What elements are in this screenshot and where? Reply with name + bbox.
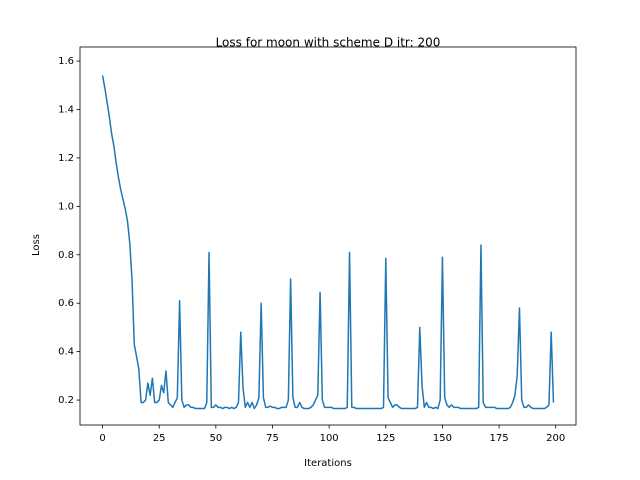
y-tick-label: 1.4 [58, 104, 74, 115]
y-axis-label: Loss [31, 234, 42, 256]
x-tick-label: 100 [320, 433, 339, 444]
x-tick-label: 75 [266, 433, 279, 444]
loss-line [101, 75, 555, 410]
x-tick-label: 175 [490, 433, 509, 444]
chart-title: Loss for moon with scheme D itr: 200 [216, 36, 441, 50]
y-tick-label: 1.2 [58, 153, 74, 164]
x-tick-label: 150 [433, 433, 452, 444]
y-tick-label: 0.6 [58, 298, 74, 309]
x-tick-label: 200 [546, 433, 565, 444]
y-tick-label: 0.2 [58, 395, 74, 406]
y-tick-label: 1.0 [58, 201, 74, 212]
plot-frame [79, 46, 577, 426]
x-tick-label: 50 [209, 433, 222, 444]
x-axis-label: Iterations [304, 458, 352, 469]
x-tick-label: 125 [376, 433, 395, 444]
y-tick-label: 1.6 [58, 56, 74, 67]
x-tick-label: 0 [99, 433, 105, 444]
y-tick-label: 0.4 [58, 347, 74, 358]
x-tick-label: 25 [153, 433, 166, 444]
y-tick-label: 0.8 [58, 250, 74, 261]
